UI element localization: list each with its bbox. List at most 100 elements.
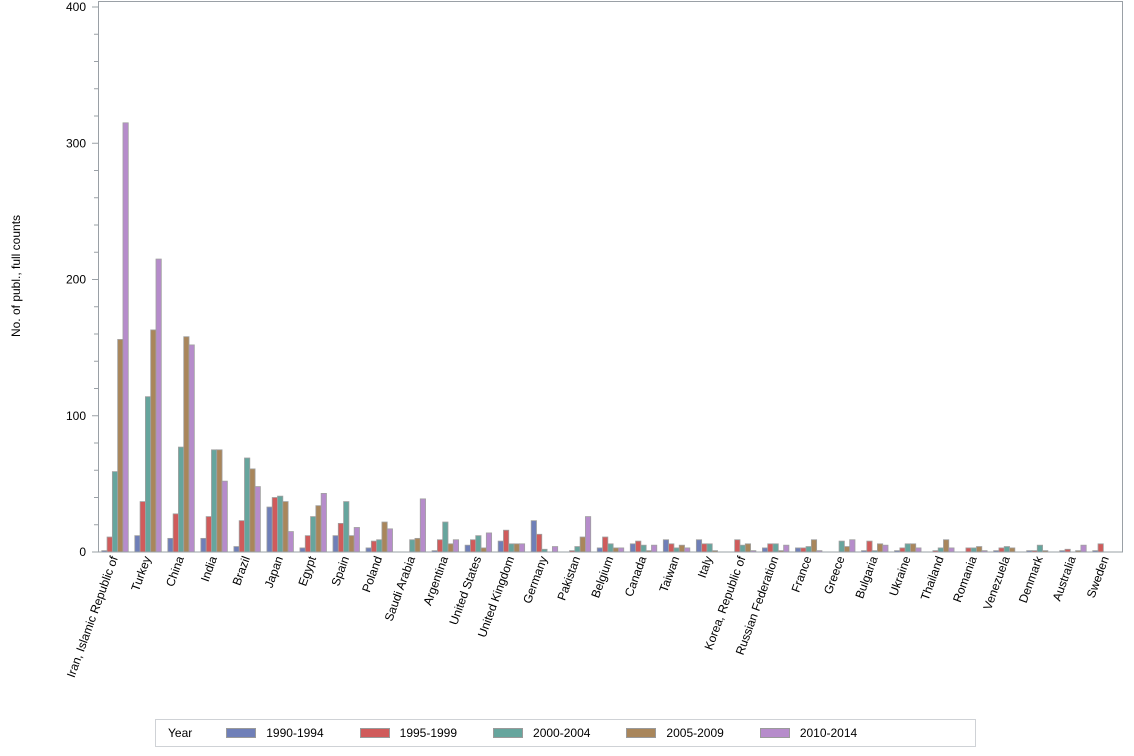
bar xyxy=(386,528,393,553)
x-axis-labels: Iran, Islamic Republic of Turkey China Indi… xyxy=(64,553,1112,679)
y-tick-label: 300 xyxy=(66,136,86,150)
bar xyxy=(370,540,378,553)
bar xyxy=(277,495,284,553)
bar xyxy=(706,543,713,553)
bar xyxy=(877,543,884,553)
x-tick-label: Italy xyxy=(695,554,716,579)
bar-group xyxy=(365,521,393,553)
bar xyxy=(866,540,873,553)
x-tick-label: Taiwan xyxy=(656,554,682,594)
bar xyxy=(414,537,421,553)
bar xyxy=(442,521,449,553)
bar xyxy=(447,543,454,553)
bar xyxy=(150,329,157,553)
bar xyxy=(117,339,124,553)
bar xyxy=(612,547,619,553)
bar-group xyxy=(266,495,294,553)
legend-label: 2000-2004 xyxy=(533,726,591,740)
bar-group xyxy=(965,546,988,553)
bar xyxy=(183,336,190,553)
x-tick-label: Spain xyxy=(328,554,352,588)
bar xyxy=(111,471,119,553)
bar xyxy=(315,505,322,553)
bar xyxy=(1009,547,1016,553)
bar-group xyxy=(629,540,658,553)
legend-item-2010-2014: 2010-2014 xyxy=(759,726,857,740)
legend-swatch-2005-2009 xyxy=(626,728,657,738)
legend-swatch-1990-1994 xyxy=(226,728,257,738)
bar xyxy=(800,547,807,553)
bar xyxy=(365,547,372,553)
bar xyxy=(551,546,559,553)
bar xyxy=(155,258,162,553)
bar xyxy=(602,536,609,553)
bar xyxy=(233,546,240,553)
bar xyxy=(970,547,977,553)
bar-group xyxy=(734,539,757,553)
bar xyxy=(518,543,526,553)
bar-group xyxy=(662,539,691,553)
bar xyxy=(998,547,1005,553)
legend-item-1990-1994: 1990-1994 xyxy=(226,726,324,740)
x-tick-label: Belgium xyxy=(588,554,616,600)
bar xyxy=(635,540,642,553)
bar xyxy=(348,535,355,553)
bar xyxy=(178,446,185,553)
bar xyxy=(167,537,174,553)
y-tick-label: 100 xyxy=(66,409,86,423)
legend-swatch-1995-1999 xyxy=(359,728,390,738)
bar xyxy=(684,547,691,553)
bar xyxy=(849,539,856,553)
bar xyxy=(734,539,741,553)
bar-group xyxy=(409,498,426,553)
x-tick-label: Pakistan xyxy=(554,554,583,602)
x-tick-label: Ukraine xyxy=(886,554,913,598)
bar xyxy=(244,457,251,553)
bar xyxy=(376,539,383,553)
bar xyxy=(965,547,972,553)
bar xyxy=(470,539,477,553)
legend-item-1995-1999: 1995-1999 xyxy=(359,726,457,740)
bar xyxy=(948,547,955,553)
bar xyxy=(503,529,510,553)
bar xyxy=(282,501,289,553)
bar xyxy=(485,532,493,553)
bar xyxy=(188,344,195,553)
bar xyxy=(238,520,245,553)
x-tick-label: Denmark xyxy=(1016,553,1046,604)
bar xyxy=(805,546,812,553)
bar xyxy=(574,546,581,553)
legend-item-2000-2004: 2000-2004 xyxy=(493,726,590,740)
y-tick-label: 0 xyxy=(79,545,86,559)
bar xyxy=(144,396,152,553)
x-tick-label: Germany xyxy=(520,554,550,605)
bar xyxy=(475,535,482,553)
bar xyxy=(530,520,537,553)
bar xyxy=(651,544,658,553)
bar xyxy=(762,547,769,553)
bar xyxy=(310,516,317,553)
bar-group xyxy=(762,543,790,553)
bar xyxy=(1036,544,1043,553)
x-tick-label: Egypt xyxy=(295,554,319,588)
bar-group xyxy=(431,521,459,553)
bar xyxy=(134,535,141,553)
y-axis-label: No. of publ., full counts xyxy=(9,215,23,337)
legend-swatch-2010-2014 xyxy=(759,728,790,738)
bar-group xyxy=(861,540,889,553)
bar xyxy=(536,533,543,553)
bar xyxy=(508,543,515,553)
y-axis-ticks: 0 100 200 300 400 xyxy=(66,0,99,559)
bar xyxy=(332,535,339,553)
bar xyxy=(122,122,129,553)
bar xyxy=(739,544,746,553)
bar xyxy=(838,540,845,553)
bar-group xyxy=(299,493,327,553)
bar xyxy=(464,544,471,553)
chart-canvas: No. of publ., full counts 0100200300400 … xyxy=(9,0,1123,679)
bar xyxy=(910,543,917,553)
x-tick-label: Sweden xyxy=(1084,554,1112,600)
bar xyxy=(266,506,273,553)
bar-group xyxy=(894,543,922,553)
